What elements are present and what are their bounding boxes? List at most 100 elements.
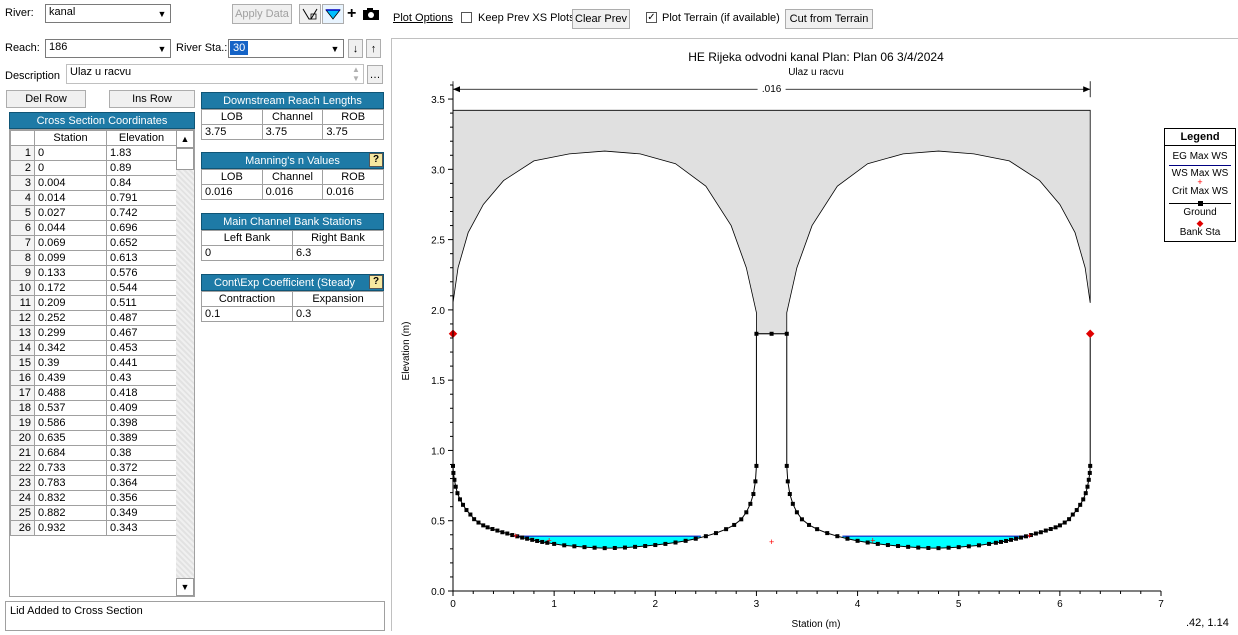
del-row-button[interactable]: Del Row [6,90,86,108]
scroll-down-icon[interactable]: ▼ [176,578,194,596]
table-row[interactable]: 25 0.882 0.349 [10,505,177,521]
reach-select[interactable]: 186 ▼ [45,39,171,58]
station-cell[interactable]: 0.882 [34,505,107,521]
spin-icon[interactable]: ▲ ▼ [352,65,360,83]
add-icon[interactable]: + [347,5,357,22]
arrow-up-icon[interactable]: ↑ [366,39,381,58]
station-cell[interactable]: 0.027 [34,205,107,221]
table-row[interactable]: 17 0.488 0.418 [10,385,177,401]
table-row[interactable]: 24 0.832 0.356 [10,490,177,506]
description-field[interactable]: Ulaz u racvu [66,64,364,84]
table-row[interactable]: 23 0.783 0.364 [10,475,177,491]
table-row[interactable]: 5 0.027 0.742 [10,205,177,221]
elevation-cell[interactable]: 0.576 [106,265,177,281]
table-row[interactable]: 19 0.586 0.398 [10,415,177,431]
station-cell[interactable]: 0.014 [34,190,107,206]
plot-area[interactable]: HE Rijeka odvodni kanal Plan: Plan 06 3/… [391,38,1238,631]
station-cell[interactable]: 0.099 [34,250,107,266]
elevation-cell[interactable]: 1.83 [106,145,177,161]
elevation-cell[interactable]: 0.409 [106,400,177,416]
plot-options-link[interactable]: Plot Options [393,12,453,24]
cross-section-chart[interactable]: HE Rijeka odvodni kanal Plan: Plan 06 3/… [392,39,1238,632]
elevation-cell[interactable]: 0.84 [106,175,177,191]
elevation-cell[interactable]: 0.389 [106,430,177,446]
elevation-cell[interactable]: 0.652 [106,235,177,251]
station-cell[interactable]: 0.733 [34,460,107,476]
table-row[interactable]: 9 0.133 0.576 [10,265,177,281]
elevation-cell[interactable]: 0.418 [106,385,177,401]
table-row[interactable]: 20 0.635 0.389 [10,430,177,446]
river-select[interactable]: kanal ▼ [45,4,171,23]
table-row[interactable]: 16 0.439 0.43 [10,370,177,386]
elevation-cell[interactable]: 0.398 [106,415,177,431]
station-cell[interactable]: 0.586 [34,415,107,431]
help-icon[interactable]: ? [369,153,383,167]
zoom-xs-icon[interactable] [299,4,321,24]
table-row[interactable]: 6 0.044 0.696 [10,220,177,236]
coords-grid[interactable]: Station Elevation 1 0 1.83 2 0 0.89 3 0.004 0.84… [9,129,195,597]
coords-scrollbar[interactable]: ▲ ▼ [176,130,194,596]
scroll-thumb[interactable] [176,148,194,170]
expansion-field[interactable]: 0.3 [292,306,384,322]
station-cell[interactable]: 0.299 [34,325,107,341]
elevation-cell[interactable]: 0.511 [106,295,177,311]
elevation-cell[interactable]: 0.43 [106,370,177,386]
chevron-down-icon[interactable]: ▼ [154,40,170,57]
clear-prev-button[interactable]: Clear Prev [572,9,630,29]
river-sta-select[interactable]: 30 ▼ [228,39,344,58]
station-cell[interactable]: 0.635 [34,430,107,446]
table-row[interactable]: 13 0.299 0.467 [10,325,177,341]
camera-icon[interactable] [362,7,380,21]
table-row[interactable]: 8 0.099 0.613 [10,250,177,266]
station-cell[interactable]: 0.39 [34,355,107,371]
arrow-down-icon[interactable]: ↓ [348,39,363,58]
elevation-cell[interactable]: 0.364 [106,475,177,491]
table-row[interactable]: 12 0.252 0.487 [10,310,177,326]
table-row[interactable]: 18 0.537 0.409 [10,400,177,416]
station-cell[interactable]: 0.783 [34,475,107,491]
elevation-cell[interactable]: 0.791 [106,190,177,206]
ins-row-button[interactable]: Ins Row [109,90,195,108]
station-cell[interactable]: 0.684 [34,445,107,461]
channel-n-field[interactable]: 0.016 [261,184,324,200]
rob-n-field[interactable]: 0.016 [322,184,384,200]
station-cell[interactable]: 0.172 [34,280,107,296]
keep-prev-checkbox[interactable] [461,12,472,23]
elevation-cell[interactable]: 0.343 [106,520,177,536]
station-cell[interactable]: 0.932 [34,520,107,536]
elevation-cell[interactable]: 0.441 [106,355,177,371]
station-cell[interactable]: 0 [34,160,107,176]
lob-length-field[interactable]: 3.75 [201,124,263,140]
station-cell[interactable]: 0.133 [34,265,107,281]
elevation-cell[interactable]: 0.89 [106,160,177,176]
rob-length-field[interactable]: 3.75 [322,124,384,140]
station-cell[interactable]: 0.537 [34,400,107,416]
table-row[interactable]: 14 0.342 0.453 [10,340,177,356]
station-cell[interactable]: 0 [34,145,107,161]
table-row[interactable]: 3 0.004 0.84 [10,175,177,191]
elevation-cell[interactable]: 0.696 [106,220,177,236]
chevron-down-icon[interactable]: ▼ [154,5,170,22]
cut-from-terrain-button[interactable]: Cut from Terrain [785,9,873,29]
station-cell[interactable]: 0.069 [34,235,107,251]
scroll-up-icon[interactable]: ▲ [176,130,194,148]
elevation-cell[interactable]: 0.487 [106,310,177,326]
table-row[interactable]: 26 0.932 0.343 [10,520,177,536]
apply-data-button[interactable]: Apply Data [232,4,292,24]
water-surface-icon[interactable] [322,4,344,24]
station-cell[interactable]: 0.004 [34,175,107,191]
contraction-field[interactable]: 0.1 [201,306,293,322]
right-bank-field[interactable]: 6.3 [292,245,384,261]
table-row[interactable]: 11 0.209 0.511 [10,295,177,311]
table-row[interactable]: 1 0 1.83 [10,145,177,161]
elevation-cell[interactable]: 0.467 [106,325,177,341]
elevation-cell[interactable]: 0.356 [106,490,177,506]
elevation-cell[interactable]: 0.349 [106,505,177,521]
table-row[interactable]: 22 0.733 0.372 [10,460,177,476]
elevation-cell[interactable]: 0.613 [106,250,177,266]
station-cell[interactable]: 0.439 [34,370,107,386]
help-icon[interactable]: ? [369,275,383,289]
channel-length-field[interactable]: 3.75 [261,124,324,140]
elevation-cell[interactable]: 0.453 [106,340,177,356]
lob-n-field[interactable]: 0.016 [201,184,263,200]
